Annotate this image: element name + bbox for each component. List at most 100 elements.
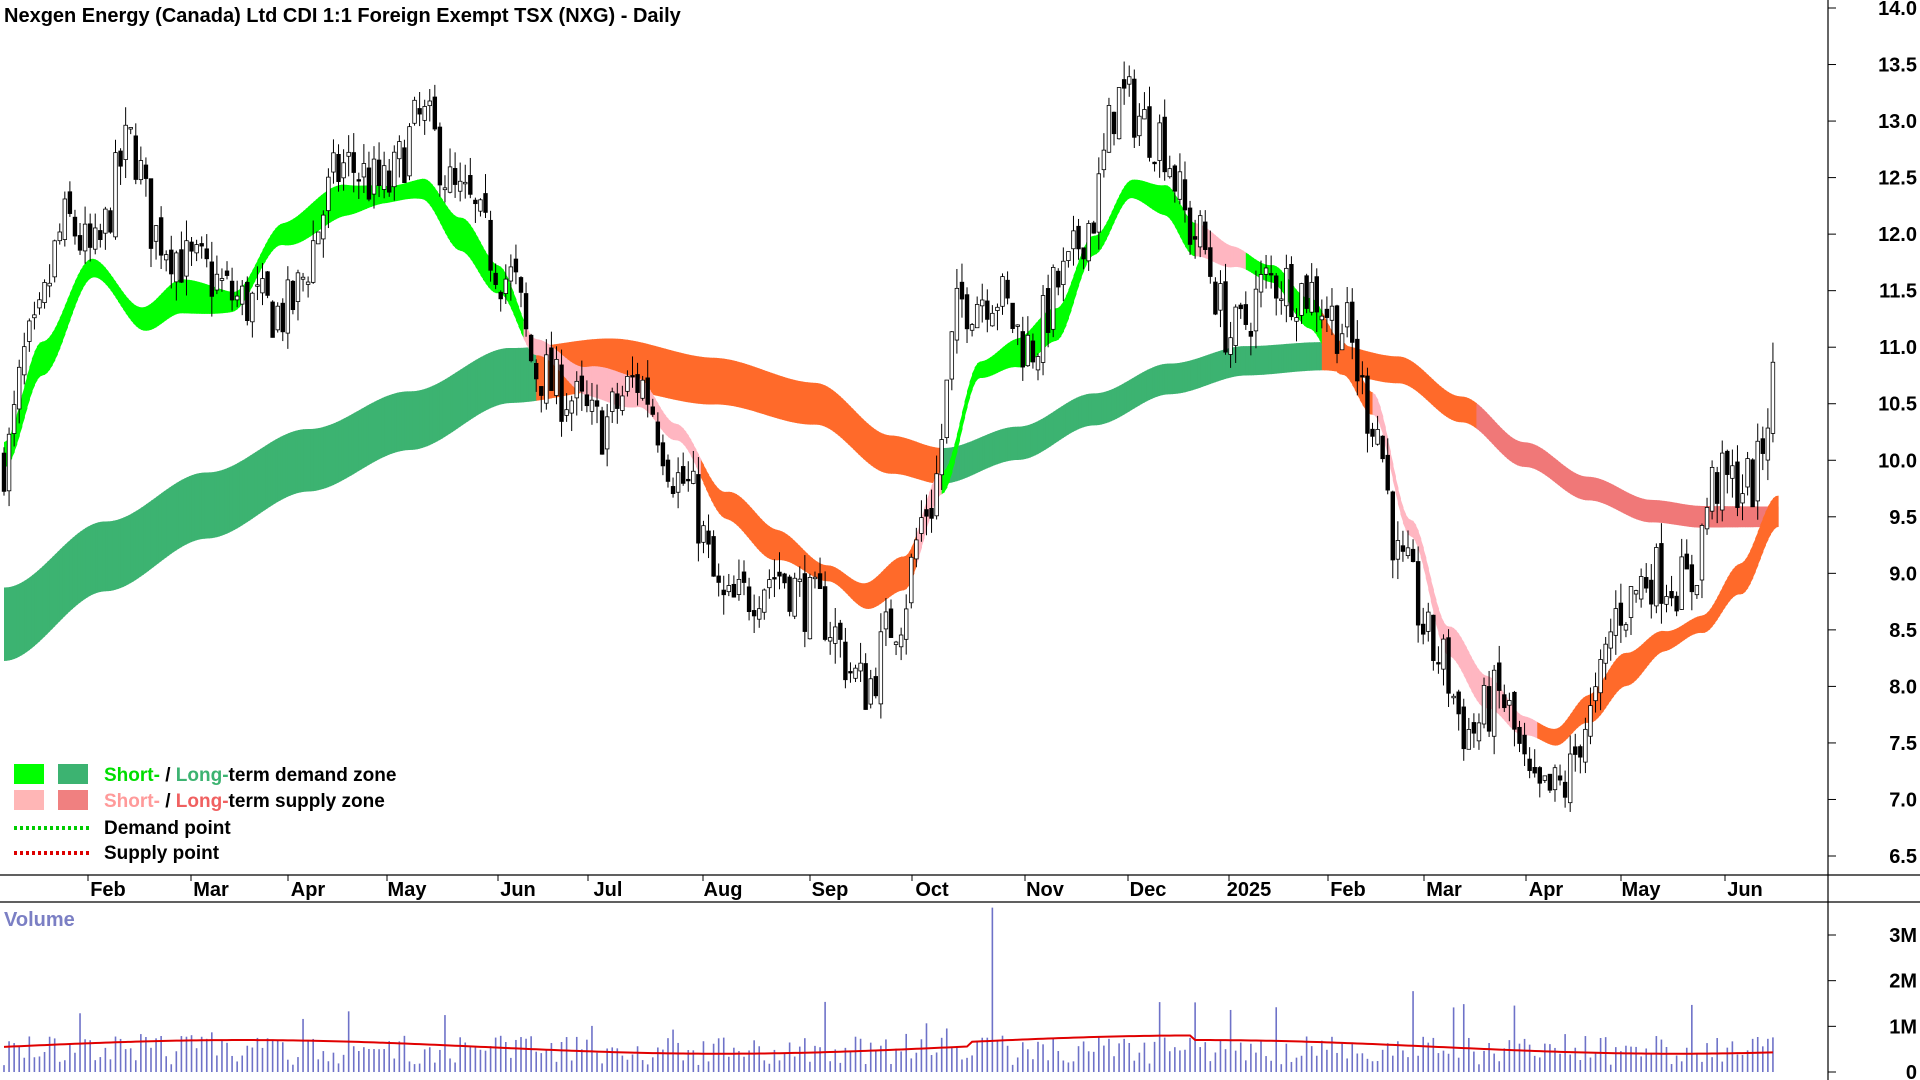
- candle-body: [1517, 726, 1522, 744]
- long-term-zone-segment: [214, 471, 218, 538]
- long-term-zone-segment: [21, 580, 25, 656]
- short-term-zone-segment: [181, 279, 185, 314]
- short-term-zone-segment: [875, 574, 879, 607]
- candle-body: [1547, 773, 1553, 791]
- time-tick-label: Feb: [1330, 879, 1366, 901]
- candle-body: [1334, 305, 1340, 354]
- short-term-zone-segment: [999, 347, 1004, 372]
- short-term-zone-segment: [1767, 501, 1771, 540]
- candle-body: [974, 304, 980, 329]
- short-term-zone-segment: [470, 225, 474, 263]
- candle-body: [82, 223, 88, 252]
- long-term-zone-segment: [929, 445, 933, 483]
- long-term-zone-segment: [315, 428, 319, 491]
- short-term-zone-segment: [660, 407, 664, 432]
- long-term-zone-segment: [809, 382, 814, 425]
- candle-body: [655, 421, 661, 446]
- candle-body: [1071, 230, 1076, 250]
- long-term-zone-segment: [36, 568, 41, 644]
- candle-body: [452, 168, 458, 185]
- short-term-zone-segment: [115, 281, 119, 302]
- long-term-zone-segment: [903, 437, 907, 476]
- candle-body: [1329, 305, 1335, 321]
- candle-body: [1441, 638, 1446, 670]
- short-term-zone-segment: [1154, 184, 1158, 213]
- candle-body: [1476, 722, 1482, 742]
- candle-body: [964, 294, 970, 330]
- long-term-zone-segment: [259, 447, 264, 514]
- long-term-zone-segment: [1311, 342, 1315, 371]
- price-tick-label: 13.0: [1878, 111, 1917, 133]
- long-term-zone-segment: [784, 377, 788, 422]
- long-term-zone-segment: [1081, 394, 1085, 428]
- long-term-zone-segment: [918, 442, 923, 481]
- short-term-zone-segment: [1552, 728, 1556, 746]
- long-term-zone-segment: [1390, 355, 1394, 384]
- candle-body: [468, 175, 473, 195]
- candle-body: [518, 277, 524, 293]
- candle-body: [863, 663, 868, 710]
- long-term-zone-segment: [721, 358, 725, 405]
- long-term-zone-segment: [959, 444, 963, 481]
- candle-body: [1451, 695, 1456, 699]
- candle-body: [1319, 315, 1325, 321]
- short-term-zone-segment: [1549, 728, 1554, 746]
- short-term-zone-segment: [163, 288, 167, 322]
- short-term-zone-segment: [967, 381, 971, 408]
- candle-body: [1765, 427, 1771, 461]
- long-term-zone-segment: [462, 366, 466, 425]
- short-term-zone-segment: [1739, 562, 1744, 595]
- candle-body: [270, 301, 275, 338]
- candle-body: [1020, 331, 1025, 368]
- short-term-zone-segment: [1625, 652, 1630, 686]
- long-term-zone-segment: [74, 533, 79, 607]
- short-term-zone-segment: [31, 351, 36, 393]
- long-term-zone-segment: [1136, 374, 1140, 407]
- candle-body: [214, 273, 220, 291]
- price-tick-label: 8.5: [1889, 620, 1917, 642]
- long-term-zone-segment: [338, 419, 342, 483]
- short-term-zone-segment: [898, 556, 902, 592]
- long-term-zone-segment: [1547, 452, 1551, 479]
- short-term-zone-segment: [1684, 622, 1688, 640]
- short-term-zone-segment: [1458, 633, 1462, 671]
- long-term-zone-segment: [1152, 366, 1156, 399]
- candle-body: [706, 530, 711, 545]
- candle-body: [1481, 684, 1487, 725]
- candle-body: [133, 135, 138, 180]
- short-term-zone-segment: [1405, 514, 1409, 535]
- long-term-zone-segment: [1058, 406, 1062, 441]
- short-term-zone-segment: [761, 519, 765, 556]
- long-term-zone-segment: [916, 441, 920, 480]
- short-term-zone-segment: [1560, 724, 1564, 745]
- candle-body: [1056, 270, 1061, 288]
- candle-body: [1157, 122, 1162, 161]
- short-term-zone-segment: [92, 258, 96, 278]
- short-term-zone-segment: [591, 366, 596, 398]
- candle-body: [113, 152, 118, 238]
- candle-body: [1050, 267, 1056, 330]
- long-term-zone-segment: [657, 346, 661, 397]
- long-term-zone-segment: [374, 400, 378, 462]
- long-term-zone-segment: [1544, 450, 1548, 477]
- short-term-zone-segment: [399, 184, 403, 201]
- long-term-zone-segment: [863, 419, 867, 462]
- long-term-zone-segment: [54, 551, 58, 627]
- short-term-zone-segment: [196, 281, 200, 314]
- short-term-zone-segment: [412, 180, 416, 199]
- long-term-zone-segment: [972, 439, 976, 476]
- candle-body: [980, 299, 985, 307]
- short-term-zone-segment: [782, 531, 786, 561]
- short-term-zone-segment: [1195, 223, 1199, 257]
- long-term-zone-segment: [1656, 500, 1660, 523]
- candle-body: [321, 214, 326, 240]
- candle-body: [1689, 564, 1695, 593]
- long-term-zone-segment: [341, 418, 345, 482]
- short-term-zone-segment: [1005, 343, 1009, 370]
- long-term-zone-segment: [201, 472, 205, 540]
- short-term-zone-segment: [964, 391, 968, 418]
- long-term-zone-segment: [921, 443, 925, 482]
- short-term-zone-segment: [1212, 233, 1216, 263]
- long-term-zone-segment: [249, 454, 253, 521]
- long-term-zone-segment: [447, 376, 451, 436]
